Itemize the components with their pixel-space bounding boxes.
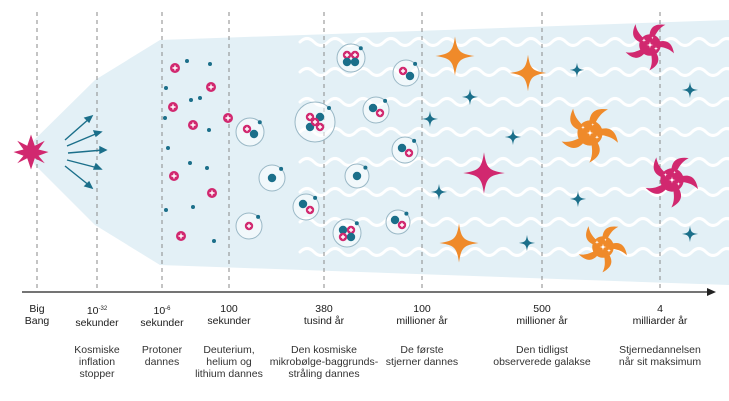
tick-label-star-formation-peak: 4 milliarder år: [632, 303, 688, 327]
electron: [412, 138, 417, 143]
proton: [244, 221, 254, 231]
proton: [176, 231, 186, 241]
electron: [205, 166, 209, 170]
neutron: [390, 215, 400, 225]
atom: [336, 43, 366, 73]
tick-label-first-stars: 100 millioner år: [396, 303, 448, 327]
desc-first-galaxy: Den tidligst observerede galakse: [493, 344, 591, 368]
proton: [168, 102, 178, 112]
proton: [223, 113, 233, 123]
neutron: [346, 232, 356, 242]
neutron: [342, 57, 352, 67]
time-axis-arrow-icon: [707, 288, 716, 296]
electron: [189, 98, 193, 102]
wave-line: [298, 157, 729, 167]
electron: [212, 239, 216, 243]
neutron: [368, 103, 378, 113]
atom: [292, 193, 320, 221]
proton: [346, 225, 356, 235]
electron: [208, 62, 212, 66]
atom: [332, 218, 362, 248]
electron: [166, 146, 170, 150]
desc-star-formation-peak: Stjernedannelsen når sit maksimum: [618, 344, 702, 368]
galaxy-icon: [561, 108, 618, 163]
neutron: [352, 171, 362, 181]
atom: [235, 117, 265, 147]
electron: [256, 214, 261, 219]
neutron: [397, 143, 407, 153]
neutron: [298, 199, 308, 209]
tick-label-big-bang: Big Bang: [24, 303, 50, 327]
wave-line: [298, 127, 729, 137]
electron: [354, 221, 359, 226]
electron: [313, 195, 318, 200]
expansion-arrows: [64, 114, 108, 190]
neutron: [405, 71, 415, 81]
galaxy-icon: [645, 157, 698, 208]
proton: [170, 63, 180, 73]
electron: [327, 106, 331, 110]
electron: [191, 205, 195, 209]
electron: [413, 61, 418, 66]
tick-label-nucleosynthesis: 100 sekunder: [207, 303, 251, 327]
proton: [206, 82, 216, 92]
wave-line: [298, 37, 729, 47]
electron: [207, 128, 211, 132]
electron: [164, 208, 168, 212]
neutron: [267, 173, 277, 183]
electron: [198, 96, 202, 100]
desc-nucleosynthesis: Deuterium, helium og lithium dannes: [195, 344, 263, 380]
electron: [257, 120, 262, 125]
proton: [342, 50, 352, 60]
electron: [163, 116, 167, 120]
tick-label-protons: 10-6 sekunder: [140, 305, 184, 329]
neutron: [338, 225, 348, 235]
proton: [350, 50, 360, 60]
galaxy-icon: [578, 226, 627, 273]
electron: [279, 166, 284, 171]
electron: [363, 165, 368, 170]
electron: [358, 46, 363, 51]
electron: [185, 59, 189, 63]
tick-label-first-galaxy: 500 millioner år: [516, 303, 568, 327]
desc-protons: Protoner dannes: [141, 344, 183, 368]
particle-field: [163, 43, 420, 248]
electron: [404, 211, 409, 216]
proton: [338, 232, 348, 242]
star-field: [421, 24, 699, 273]
electron: [188, 161, 192, 165]
desc-first-stars: De første stjerner dannes: [385, 344, 459, 368]
proton: [398, 66, 408, 76]
wave-line: [298, 247, 729, 257]
tick-label-inflation: 10-32 sekunder: [75, 305, 119, 329]
proton: [169, 171, 179, 181]
tick-label-cmb: 380 tusind år: [303, 303, 345, 327]
neutron: [249, 129, 259, 139]
universe-expansion-band: [22, 20, 729, 285]
proton: [310, 117, 320, 127]
electron: [164, 86, 168, 90]
neutron: [350, 57, 360, 67]
wave-line: [298, 217, 729, 227]
proton: [242, 124, 252, 134]
desc-inflation: Kosmiske inflation stopper: [74, 344, 120, 380]
proton: [397, 220, 407, 230]
time-guides: [36, 12, 661, 292]
electron: [383, 98, 388, 103]
galaxy-icon: [625, 24, 674, 71]
proton: [375, 108, 385, 118]
proton: [305, 205, 315, 215]
proton: [188, 120, 198, 130]
proton: [207, 188, 217, 198]
proton: [404, 148, 414, 158]
desc-cmb: Den kosmiske mikrobølge-baggrunds-strålin…: [269, 344, 379, 380]
